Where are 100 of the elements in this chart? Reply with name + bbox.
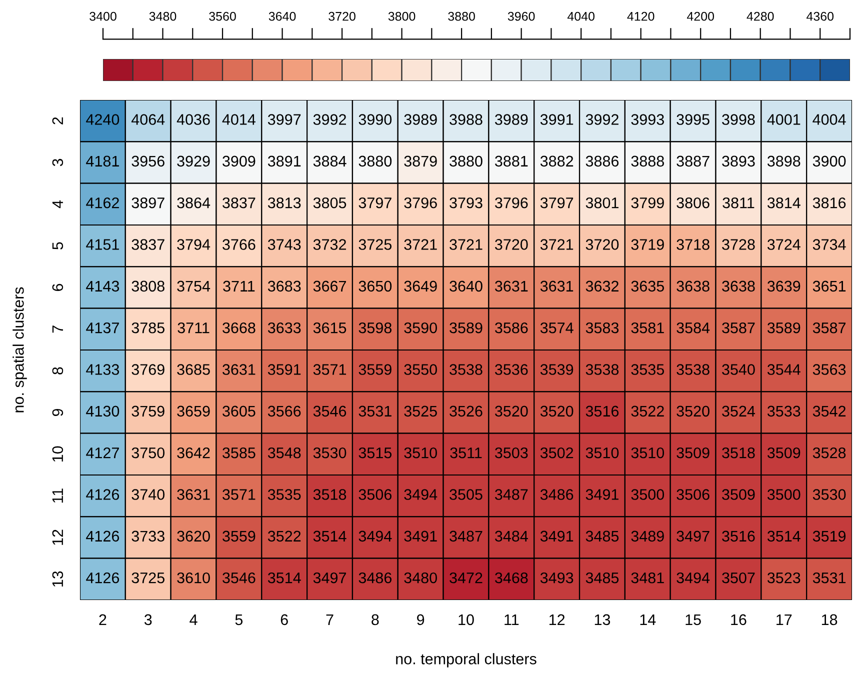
data-label: 3530 bbox=[313, 447, 346, 458]
data-label: 3522 bbox=[268, 530, 301, 542]
data-label: 3511 bbox=[450, 447, 482, 458]
data-label: 4151 bbox=[86, 239, 119, 250]
data-label: 3631 bbox=[495, 280, 528, 292]
data-label: 3548 bbox=[268, 447, 301, 458]
x-tick-label: 15 bbox=[686, 614, 701, 626]
data-label: 3813 bbox=[268, 197, 301, 208]
data-label: 3720 bbox=[495, 239, 528, 250]
data-label: 3589 bbox=[450, 322, 482, 334]
data-label: 3520 bbox=[676, 406, 710, 417]
data-label: 3631 bbox=[177, 489, 210, 500]
x-tick-label: 13 bbox=[594, 614, 610, 626]
x-tick-label: 11 bbox=[504, 614, 519, 625]
data-label: 3516 bbox=[722, 530, 755, 542]
data-label: 3667 bbox=[313, 280, 346, 292]
color-bar-label: 3640 bbox=[268, 12, 296, 21]
data-label: 3797 bbox=[358, 197, 392, 208]
data-label: 3632 bbox=[586, 280, 618, 292]
data-label: 3743 bbox=[268, 239, 301, 250]
y-tick-label: 8 bbox=[52, 367, 64, 374]
data-label: 3574 bbox=[540, 322, 574, 334]
y-tick-label: 3 bbox=[52, 158, 64, 166]
color-bar-label: 4360 bbox=[806, 12, 834, 21]
y-axis-title: no. spatial clusters bbox=[12, 287, 27, 412]
data-label: 3929 bbox=[177, 156, 210, 167]
data-label: 3571 bbox=[222, 489, 256, 500]
data-label: 3766 bbox=[222, 239, 256, 250]
data-label: 3494 bbox=[358, 530, 392, 542]
color-bar-label: 4040 bbox=[567, 12, 594, 21]
data-label: 3808 bbox=[132, 280, 164, 292]
data-label: 3685 bbox=[177, 364, 210, 375]
x-tick-label: 5 bbox=[235, 614, 243, 626]
data-label: 3506 bbox=[676, 489, 710, 500]
data-label: 3525 bbox=[404, 406, 437, 417]
data-label: 4143 bbox=[86, 280, 120, 292]
data-label: 3514 bbox=[767, 530, 800, 542]
data-label: 3484 bbox=[495, 530, 528, 542]
data-label: 3740 bbox=[132, 489, 165, 500]
data-label: 3720 bbox=[586, 239, 619, 250]
data-label: 3988 bbox=[450, 114, 482, 125]
data-label: 3539 bbox=[540, 364, 574, 375]
x-tick-label: 7 bbox=[326, 614, 334, 625]
data-label: 3615 bbox=[313, 322, 346, 334]
data-label: 3531 bbox=[812, 572, 846, 584]
data-label: 3992 bbox=[313, 114, 346, 125]
data-label: 3485 bbox=[586, 530, 619, 542]
data-label: 3533 bbox=[767, 406, 800, 417]
data-label: 3886 bbox=[586, 156, 619, 167]
data-label: 3500 bbox=[631, 489, 664, 500]
data-label: 3816 bbox=[812, 197, 846, 208]
data-label: 3882 bbox=[540, 156, 574, 167]
data-label: 3503 bbox=[495, 447, 528, 458]
data-label: 3659 bbox=[177, 406, 210, 417]
data-label: 3481 bbox=[631, 572, 664, 584]
x-tick-label: 3 bbox=[144, 614, 152, 626]
x-tick-label: 8 bbox=[372, 614, 379, 626]
data-label: 3992 bbox=[586, 114, 618, 125]
data-label: 3494 bbox=[676, 572, 710, 584]
data-label: 3837 bbox=[222, 197, 256, 208]
data-label: 3514 bbox=[268, 572, 301, 584]
y-tick-label: 2 bbox=[52, 117, 63, 124]
data-label: 3566 bbox=[268, 406, 301, 417]
data-label: 3721 bbox=[540, 239, 574, 250]
data-label: 3538 bbox=[676, 364, 710, 375]
data-label: 3837 bbox=[132, 239, 164, 250]
data-label: 3497 bbox=[313, 572, 346, 584]
data-label: 3797 bbox=[540, 197, 574, 208]
data-label: 3891 bbox=[268, 156, 301, 167]
y-tick-label: 11 bbox=[52, 488, 63, 503]
data-label: 3638 bbox=[722, 280, 755, 292]
data-label: 3732 bbox=[313, 239, 346, 250]
data-label: 3563 bbox=[812, 364, 846, 375]
data-label: 3651 bbox=[812, 280, 846, 292]
data-label: 4036 bbox=[176, 114, 210, 125]
data-label: 4064 bbox=[131, 114, 165, 125]
data-label: 3639 bbox=[767, 280, 800, 292]
data-label: 4162 bbox=[86, 197, 119, 208]
x-tick-label: 6 bbox=[280, 614, 288, 626]
data-label: 4133 bbox=[86, 364, 120, 375]
y-tick-label: 10 bbox=[52, 446, 64, 462]
data-label: 3898 bbox=[767, 156, 800, 167]
data-label: 3486 bbox=[540, 489, 574, 500]
data-label: 3520 bbox=[540, 406, 574, 417]
data-label: 3989 bbox=[495, 114, 528, 125]
data-label: 3487 bbox=[450, 530, 482, 542]
data-label: 3728 bbox=[722, 239, 755, 250]
data-label: 3724 bbox=[767, 239, 800, 250]
y-tick-label: 13 bbox=[52, 571, 64, 586]
data-label: 3734 bbox=[812, 239, 846, 250]
color-bar-label: 3400 bbox=[90, 12, 116, 21]
data-label: 3733 bbox=[132, 530, 164, 542]
y-tick-label: 4 bbox=[52, 200, 63, 208]
data-label: 3640 bbox=[450, 280, 482, 292]
data-label: 3493 bbox=[540, 572, 574, 584]
data-label: 3559 bbox=[222, 530, 256, 542]
data-label: 3516 bbox=[586, 406, 619, 417]
data-label: 3509 bbox=[767, 447, 800, 458]
y-tick-label: 12 bbox=[52, 530, 63, 545]
x-tick-label: 2 bbox=[99, 614, 106, 625]
